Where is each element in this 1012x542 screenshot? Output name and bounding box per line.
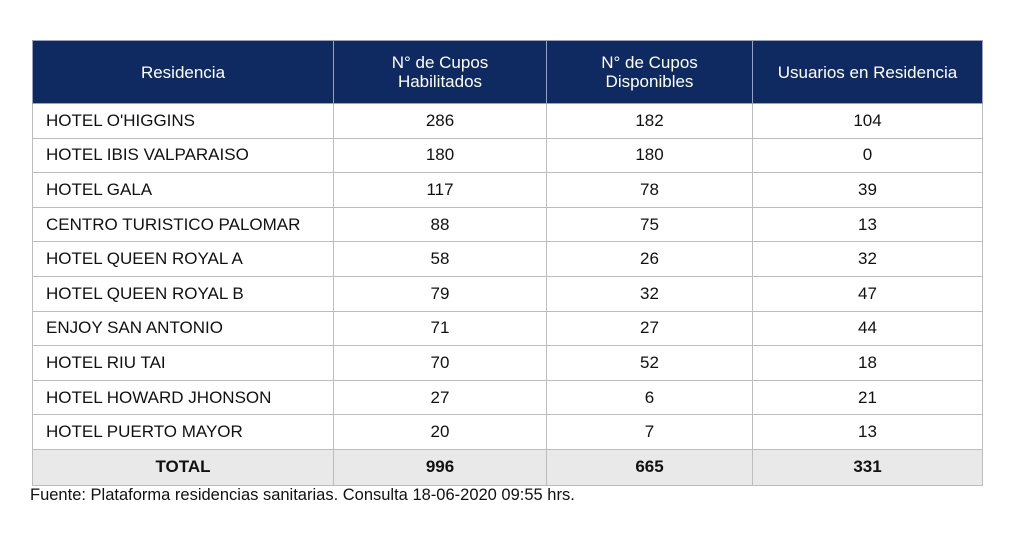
header-cupos-disponibles-line-1: N° de Cupos [601, 53, 698, 72]
table-row: HOTEL HOWARD JHONSON 27 6 21 [32, 379, 983, 416]
cell-cupos-habilitados: 180 [333, 137, 547, 174]
header-cupos-disponibles-line-2: Disponibles [605, 72, 694, 91]
table-row: HOTEL IBIS VALPARAISO 180 180 0 [32, 137, 983, 174]
cell-cupos-disponibles: 7 [546, 414, 753, 450]
cell-residencia: HOTEL GALA [32, 172, 334, 208]
cell-residencia: HOTEL HOWARD JHONSON [32, 379, 334, 416]
cell-residencia: HOTEL QUEEN ROYAL A [32, 241, 334, 277]
residencias-table: Residencia N° de Cupos Habilitados N° de… [32, 40, 983, 486]
cell-residencia: CENTRO TURISTICO PALOMAR [32, 206, 334, 243]
header-cupos-habilitados-line-2: Habilitados [397, 72, 483, 91]
cell-residencia: HOTEL RIU TAI [32, 345, 334, 381]
table-row: HOTEL RIU TAI 70 52 18 [32, 345, 983, 381]
residencias-table-container: Residencia N° de Cupos Habilitados N° de… [32, 40, 983, 486]
cell-usuarios: 21 [752, 379, 983, 416]
cell-usuarios: 39 [752, 172, 983, 208]
header-usuarios-line-1: Usuarios en Residencia [777, 62, 958, 82]
cell-residencia: HOTEL QUEEN ROYAL B [32, 275, 334, 312]
cell-usuarios: 47 [752, 275, 983, 312]
cell-cupos-disponibles: 27 [546, 310, 753, 347]
cell-residencia: HOTEL O'HIGGINS [32, 103, 334, 139]
cell-cupos-habilitados: 286 [333, 103, 547, 139]
header-cupos-habilitados: N° de Cupos Habilitados [333, 40, 547, 104]
cell-residencia: HOTEL IBIS VALPARAISO [32, 137, 334, 174]
cell-cupos-disponibles: 180 [546, 137, 753, 174]
cell-residencia: ENJOY SAN ANTONIO [32, 310, 334, 347]
header-cupos-habilitados-line-1: N° de Cupos [391, 53, 489, 72]
source-note: Fuente: Plataforma residencias sanitaria… [30, 486, 575, 504]
cell-cupos-disponibles: 75 [546, 206, 753, 243]
table-row: HOTEL QUEEN ROYAL A 58 26 32 [32, 241, 983, 277]
total-row: TOTAL 996 665 331 [32, 448, 983, 486]
cell-cupos-disponibles: 182 [546, 103, 753, 139]
total-cupos-habilitados: 996 [333, 448, 547, 486]
cell-cupos-disponibles: 52 [546, 345, 753, 381]
cell-cupos-disponibles: 78 [546, 172, 753, 208]
cell-usuarios: 44 [752, 310, 983, 347]
table-row: CENTRO TURISTICO PALOMAR 88 75 13 [32, 206, 983, 243]
cell-usuarios: 0 [752, 137, 983, 174]
table-row: ENJOY SAN ANTONIO 71 27 44 [32, 310, 983, 347]
cell-cupos-habilitados: 71 [333, 310, 547, 347]
cell-cupos-habilitados: 20 [333, 414, 547, 450]
table-row: HOTEL PUERTO MAYOR 20 7 13 [32, 414, 983, 450]
cell-cupos-habilitados: 88 [333, 206, 547, 243]
cell-cupos-disponibles: 26 [546, 241, 753, 277]
total-label: TOTAL [32, 448, 334, 486]
cell-cupos-habilitados: 27 [333, 379, 547, 416]
header-residencia: Residencia [32, 40, 334, 104]
cell-cupos-habilitados: 70 [333, 345, 547, 381]
cell-cupos-disponibles: 6 [546, 379, 753, 416]
cell-usuarios: 32 [752, 241, 983, 277]
total-usuarios: 331 [752, 448, 983, 486]
table-row: HOTEL GALA 117 78 39 [32, 172, 983, 208]
header-cupos-disponibles: N° de Cupos Disponibles [546, 40, 753, 104]
cell-residencia: HOTEL PUERTO MAYOR [32, 414, 334, 450]
cell-usuarios: 18 [752, 345, 983, 381]
header-usuarios-en-residencia: Usuarios en Residencia [752, 40, 983, 104]
cell-cupos-habilitados: 117 [333, 172, 547, 208]
table-row: HOTEL QUEEN ROYAL B 79 32 47 [32, 275, 983, 312]
total-cupos-disponibles: 665 [546, 448, 753, 486]
cell-cupos-habilitados: 79 [333, 275, 547, 312]
cell-usuarios: 13 [752, 414, 983, 450]
cell-cupos-disponibles: 32 [546, 275, 753, 312]
cell-usuarios: 13 [752, 206, 983, 243]
cell-usuarios: 104 [752, 103, 983, 139]
header-residencia-line-1: Residencia [140, 62, 226, 82]
table-row: HOTEL O'HIGGINS 286 182 104 [32, 103, 983, 139]
cell-cupos-habilitados: 58 [333, 241, 547, 277]
table-header-row: Residencia N° de Cupos Habilitados N° de… [32, 40, 983, 104]
